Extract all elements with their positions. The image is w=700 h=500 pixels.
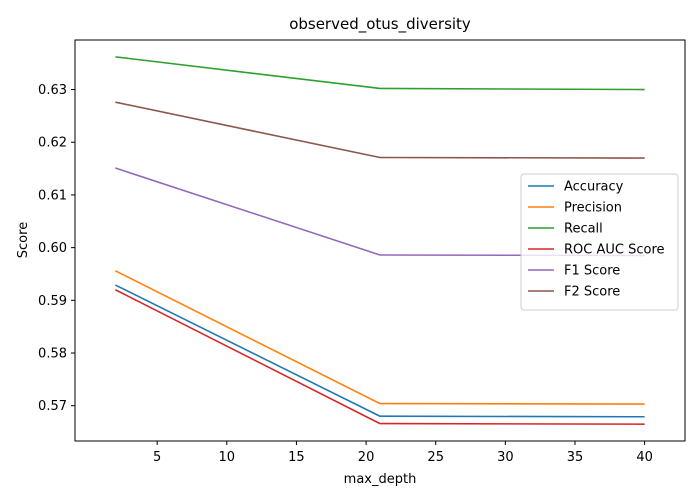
x-tick-label: 30 — [497, 450, 514, 465]
x-axis-title: max_depth — [344, 472, 417, 487]
y-tick-label: 0.57 — [38, 399, 67, 414]
legend-label-3: ROC AUC Score — [564, 243, 665, 258]
y-tick-label: 0.58 — [38, 347, 67, 362]
legend-label-4: F1 Score — [564, 264, 620, 279]
y-tick-label: 0.63 — [38, 83, 67, 98]
legend-label-1: Precision — [564, 201, 622, 216]
plot-frame — [74, 39, 686, 442]
y-axis-title: Score — [16, 222, 31, 258]
y-tick-label: 0.59 — [38, 294, 67, 309]
y-tick-label: 0.61 — [38, 188, 67, 203]
series-line-2 — [115, 56, 645, 91]
x-tick-label: 15 — [288, 450, 305, 465]
series-line-3 — [115, 289, 645, 425]
legend-label-2: Recall — [564, 222, 603, 237]
y-tick-label: 0.60 — [38, 241, 67, 256]
legend-label-0: Accuracy — [564, 180, 624, 195]
x-tick-label: 5 — [153, 450, 161, 465]
plot-lines — [115, 56, 645, 425]
x-tick-label: 40 — [636, 450, 653, 465]
x-tick-label: 35 — [567, 450, 584, 465]
x-axis: 5 10 15 20 25 30 35 40 — [153, 441, 653, 465]
x-tick-label: 25 — [427, 450, 444, 465]
x-tick-label: 20 — [358, 450, 375, 465]
legend-box — [520, 173, 679, 311]
series-line-0 — [115, 284, 645, 418]
legend-label-5: F2 Score — [564, 285, 620, 300]
y-axis: 0.57 0.58 0.59 0.60 0.61 0.62 0.63 — [38, 83, 75, 414]
chart-title: observed_otus_diversity — [289, 15, 471, 34]
series-line-5 — [115, 101, 645, 159]
x-tick-label: 10 — [219, 450, 236, 465]
series-line-1 — [115, 270, 645, 405]
y-tick-label: 0.62 — [38, 136, 67, 151]
legend: Accuracy Precision Recall ROC AUC Score F1 S… — [520, 173, 679, 311]
